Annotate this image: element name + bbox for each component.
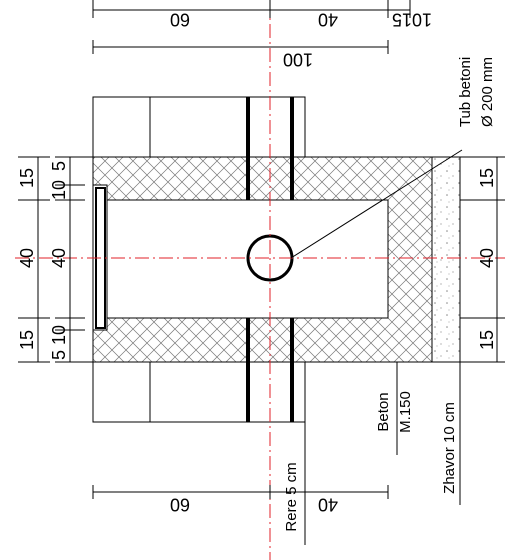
label: Zhavor 10 cm (441, 402, 458, 494)
brick-top (92, 96, 306, 158)
concrete (92, 156, 433, 363)
dim: 5 (49, 350, 69, 360)
label: Rere 5 cm (283, 462, 300, 531)
label: Beton (375, 392, 392, 431)
dim: 10 (49, 180, 69, 200)
dim: 10 (412, 9, 432, 29)
dim: 15 (17, 168, 37, 188)
dim: 60 (170, 9, 190, 29)
dim: 40 (49, 248, 69, 268)
label: Ø 200 mm (479, 57, 496, 127)
label: M.150 (397, 391, 414, 433)
dim: 15 (17, 330, 37, 350)
dim: 15 (392, 9, 412, 29)
dim: 15 (477, 330, 497, 350)
dim: 40 (477, 248, 497, 268)
dim-lines (18, 0, 505, 545)
label: Tub betoni (457, 57, 474, 127)
dim: 100 (283, 49, 313, 69)
gravel (431, 156, 461, 363)
dim: 40 (318, 494, 338, 514)
dim: 15 (477, 168, 497, 188)
dim: 40 (318, 9, 338, 29)
brick-bottom (92, 361, 306, 423)
dim: 5 (49, 161, 69, 171)
dim: 60 (170, 494, 190, 514)
dim: 40 (17, 248, 37, 268)
dim: 10 (49, 325, 69, 345)
